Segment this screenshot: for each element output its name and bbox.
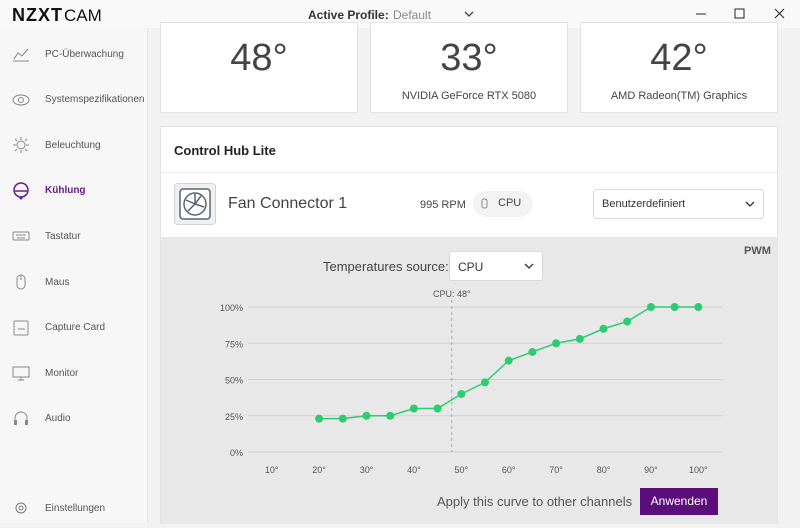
nav-label: Einstellungen <box>45 502 106 514</box>
icon <box>13 137 29 154</box>
nav-settings[interactable]: Einstellungen <box>0 488 147 528</box>
icon <box>12 94 30 106</box>
temp-card: 33° NVIDIA GeForce RTX 5080 <box>370 22 568 113</box>
nav-label: Beleuchtung <box>45 139 101 151</box>
temp-card: 48° <box>160 22 358 113</box>
nav-item[interactable]: Capture Card <box>0 308 147 348</box>
temp-label: NVIDIA GeForce RTX 5080 <box>401 90 537 102</box>
chip-label: CPU <box>498 197 522 209</box>
logo: NZXT <box>12 5 63 25</box>
nav-label: Audio <box>45 413 71 425</box>
nav-item[interactable]: Beleuchtung <box>0 125 147 165</box>
close[interactable] <box>774 8 785 19</box>
nav-item[interactable]: Monitor <box>0 353 147 393</box>
control-hub-card: Control Hub Lite Fan Connector 1 995 RPM… <box>160 126 778 524</box>
card-title: Control Hub Lite <box>174 143 276 158</box>
chevron <box>464 11 474 17</box>
curve-panel: PWM Temperatures source: CPU Apply this … <box>161 237 777 524</box>
temp-value: 42° <box>650 37 708 79</box>
nav-item[interactable]: Tastatur <box>0 216 147 256</box>
source-value: CPU <box>458 260 484 274</box>
temp-card: 42° AMD Radeon(TM) Graphics <box>580 22 778 113</box>
logo-suffix: CAM <box>64 6 102 25</box>
icon <box>13 182 29 200</box>
temp-label: AMD Radeon(TM) Graphics <box>610 90 748 102</box>
temp-value: 48° <box>230 37 288 79</box>
apply-text: Apply this curve to other channels <box>437 494 633 509</box>
chevron <box>745 201 755 207</box>
divider <box>161 172 777 173</box>
sidebar: PC-Überwachung Systemspezifikationen Beleu… <box>0 28 148 523</box>
icon <box>16 274 26 290</box>
icon <box>13 48 29 62</box>
source-chip: CPU <box>473 191 533 217</box>
nav-label: PC-Überwachung <box>45 48 124 60</box>
mode-dropdown[interactable]: Benutzerdefiniert <box>593 189 764 219</box>
icon <box>13 320 29 336</box>
nav-item[interactable]: PC-Überwachung <box>0 34 147 74</box>
nav-label: Capture Card <box>45 322 106 334</box>
temp-value: 33° <box>440 37 498 79</box>
source-dropdown[interactable]: CPU <box>449 251 543 281</box>
nav-label: Tastatur <box>45 230 81 242</box>
profile-value: Default <box>393 8 432 22</box>
chevron <box>524 263 534 269</box>
profile-dropdown[interactable]: Default <box>384 6 478 23</box>
icon <box>15 502 27 514</box>
icon <box>12 366 30 381</box>
fan-name: Fan Connector 1 <box>228 195 348 212</box>
nav-item[interactable]: Systemspezifikationen <box>0 80 147 120</box>
fan-icon <box>174 183 216 225</box>
pwm-label: PWM <box>744 245 771 257</box>
fan-speed: 995 RPM <box>420 199 466 211</box>
nav-label: Maus <box>45 276 70 288</box>
icon <box>12 231 30 241</box>
mode-value: Benutzerdefiniert <box>602 198 686 210</box>
icon <box>14 411 28 425</box>
nav-item[interactable]: Audio <box>0 399 147 439</box>
source-label: Temperatures source: <box>323 259 449 274</box>
nav-label: Systemspezifikationen <box>45 94 145 106</box>
nav-item[interactable]: Maus <box>0 262 147 302</box>
nav-item[interactable]: Kühlung <box>0 171 147 211</box>
nav-label: Monitor <box>45 367 79 379</box>
maximize[interactable] <box>734 8 745 19</box>
profile-label: Active Profile: <box>308 8 389 22</box>
icon <box>481 198 488 209</box>
nav-label: Kühlung <box>45 185 86 197</box>
apply-button[interactable]: Anwenden <box>640 488 718 515</box>
window-controls <box>696 8 785 19</box>
